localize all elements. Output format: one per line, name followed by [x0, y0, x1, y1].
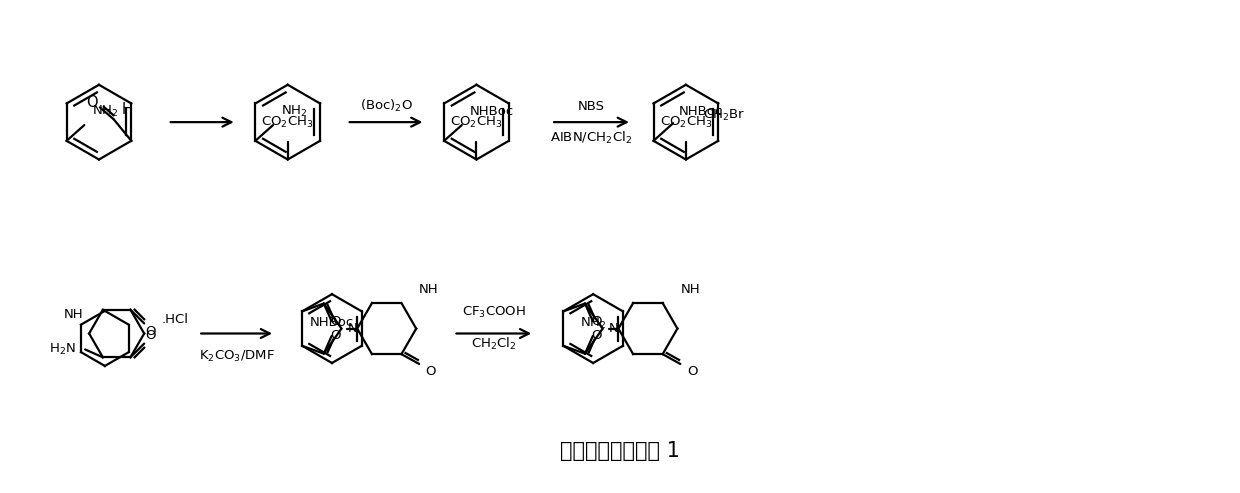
Text: CO$_2$CH$_3$: CO$_2$CH$_3$ — [262, 115, 314, 130]
Text: O: O — [145, 325, 155, 338]
Text: N: N — [609, 322, 619, 335]
Text: H$_2$N: H$_2$N — [48, 342, 76, 357]
Text: NH: NH — [419, 283, 439, 296]
Text: O: O — [591, 315, 603, 328]
Text: NH$_2$: NH$_2$ — [92, 104, 119, 119]
Text: O: O — [591, 329, 603, 342]
Text: NHBoc: NHBoc — [310, 316, 355, 329]
Text: NHBoc: NHBoc — [470, 105, 513, 118]
Text: CO$_2$CH$_3$: CO$_2$CH$_3$ — [660, 115, 712, 130]
Text: NHBoc: NHBoc — [680, 105, 723, 118]
Text: NH$_2$: NH$_2$ — [580, 316, 606, 331]
Text: O: O — [330, 329, 341, 342]
Text: O: O — [687, 365, 697, 378]
Text: CO$_2$CH$_3$: CO$_2$CH$_3$ — [450, 115, 502, 130]
Text: CF$_3$COOH: CF$_3$COOH — [461, 305, 526, 320]
Text: CH$_2$Cl$_2$: CH$_2$Cl$_2$ — [471, 336, 517, 352]
Text: N: N — [347, 322, 357, 335]
Text: O: O — [86, 95, 98, 110]
Text: (Boc)$_2$O: (Boc)$_2$O — [360, 99, 413, 114]
Text: .HCl: .HCl — [162, 313, 188, 326]
Text: NBS: NBS — [578, 100, 605, 113]
Text: O: O — [425, 365, 436, 378]
Text: CH$_2$Br: CH$_2$Br — [703, 107, 745, 123]
Text: H: H — [122, 102, 133, 117]
Text: 来那度胺合成路线 1: 来那度胺合成路线 1 — [560, 441, 680, 461]
Text: O: O — [330, 315, 341, 328]
Text: O: O — [145, 329, 155, 342]
Text: K$_2$CO$_3$/DMF: K$_2$CO$_3$/DMF — [198, 349, 274, 364]
Text: AIBN/CH$_2$Cl$_2$: AIBN/CH$_2$Cl$_2$ — [551, 130, 632, 146]
Text: NH: NH — [63, 308, 83, 321]
Text: NH$_2$: NH$_2$ — [281, 104, 308, 119]
Text: NH: NH — [681, 283, 699, 296]
